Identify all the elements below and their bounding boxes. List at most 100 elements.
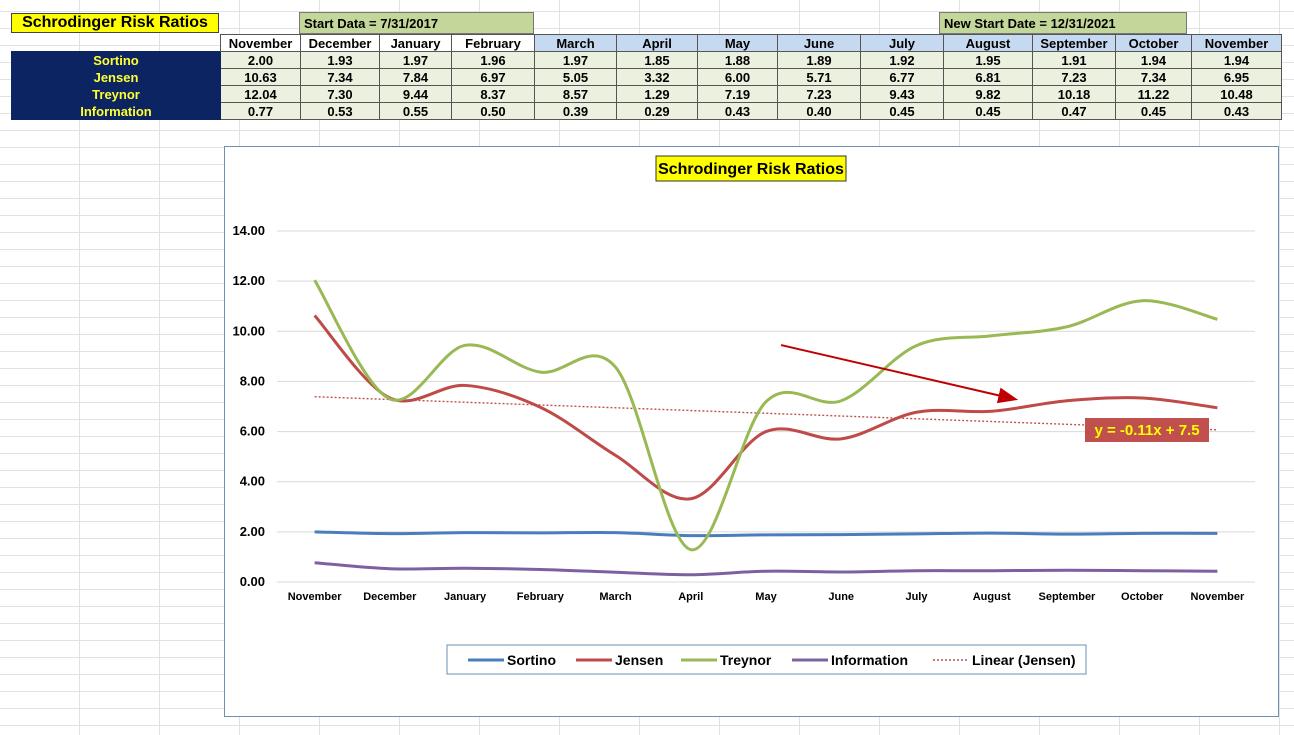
risk-ratio-chart: Schrodinger Risk Ratios 0.00 2.00 4.00 6.00 8…: [232, 155, 1255, 675]
table-cell[interactable]: 1.29: [616, 85, 698, 103]
row-label[interactable]: Sortino: [11, 51, 221, 69]
table-cell[interactable]: 7.23: [1032, 68, 1116, 86]
table-cell[interactable]: 0.43: [1191, 102, 1282, 120]
column-header[interactable]: November: [220, 34, 301, 52]
table-cell[interactable]: 5.71: [777, 68, 861, 86]
table-cell[interactable]: 10.18: [1032, 85, 1116, 103]
table-cell[interactable]: 0.55: [379, 102, 452, 120]
table-cell[interactable]: 1.97: [379, 51, 452, 69]
sheet-title-cell[interactable]: Schrodinger Risk Ratios: [11, 13, 219, 33]
table-cell[interactable]: 12.04: [220, 85, 301, 103]
table-cell[interactable]: 5.05: [534, 68, 617, 86]
x-tick-label: February: [517, 591, 565, 603]
row-label[interactable]: Jensen: [11, 68, 221, 86]
new-start-date-cell[interactable]: New Start Date = 12/31/2021: [939, 12, 1187, 34]
table-cell[interactable]: 0.47: [1032, 102, 1116, 120]
table-cell[interactable]: 6.00: [697, 68, 778, 86]
x-tick-label: December: [363, 591, 417, 603]
table-cell[interactable]: 7.84: [379, 68, 452, 86]
table-cell[interactable]: 6.81: [943, 68, 1033, 86]
column-header[interactable]: September: [1032, 34, 1116, 52]
column-header[interactable]: January: [379, 34, 452, 52]
header-row: November December January February March…: [12, 34, 1282, 52]
table-cell[interactable]: 0.50: [451, 102, 535, 120]
table-cell[interactable]: 7.34: [1115, 68, 1192, 86]
column-header[interactable]: February: [451, 34, 535, 52]
table-cell[interactable]: 1.91: [1032, 51, 1116, 69]
table-cell[interactable]: 0.40: [777, 102, 861, 120]
y-tick-label: 2.00: [240, 524, 265, 539]
x-tick-label: November: [1190, 591, 1245, 603]
x-tick-label: January: [444, 591, 487, 603]
table-cell[interactable]: 3.32: [616, 68, 698, 86]
risk-ratio-table: November December January February March…: [11, 34, 1282, 120]
table-cell[interactable]: 2.00: [220, 51, 301, 69]
column-header[interactable]: November: [1191, 34, 1282, 52]
column-header[interactable]: December: [300, 34, 380, 52]
table-cell[interactable]: 0.77: [220, 102, 301, 120]
table-cell[interactable]: 1.97: [534, 51, 617, 69]
start-date-cell[interactable]: Start Data = 7/31/2017: [299, 12, 534, 34]
column-header[interactable]: June: [777, 34, 861, 52]
table-cell[interactable]: 0.45: [860, 102, 944, 120]
series-line-jensen: [313, 314, 1218, 501]
table-cell[interactable]: 1.89: [777, 51, 861, 69]
table-cell[interactable]: 8.37: [451, 85, 535, 103]
table-row: Treynor 12.04 7.30 9.44 8.37 8.57 1.29 7.19 7.23…: [11, 85, 1282, 103]
table-cell[interactable]: 11.22: [1115, 85, 1192, 103]
table-cell[interactable]: 7.34: [300, 68, 380, 86]
legend-box: [446, 644, 1087, 675]
table-cell[interactable]: 6.77: [860, 68, 944, 86]
column-header[interactable]: October: [1115, 34, 1192, 52]
table-cell[interactable]: 10.63: [220, 68, 301, 86]
table-cell[interactable]: 9.44: [379, 85, 452, 103]
annotation-arrow: [780, 344, 1019, 404]
column-header[interactable]: April: [616, 34, 698, 52]
x-tick-label: September: [1038, 591, 1096, 603]
table-cell[interactable]: 6.97: [451, 68, 535, 86]
table-cell[interactable]: 10.48: [1191, 85, 1282, 103]
y-tick-label: 12.00: [232, 273, 265, 288]
x-tick-label: May: [755, 591, 777, 603]
row-label[interactable]: Treynor: [11, 85, 221, 103]
table-cell[interactable]: 1.88: [697, 51, 778, 69]
table-cell[interactable]: 7.19: [697, 85, 778, 103]
table-cell[interactable]: 1.95: [943, 51, 1033, 69]
x-tick-label: June: [828, 591, 854, 603]
row-label[interactable]: Information: [11, 102, 221, 120]
table-row: Sortino 2.00 1.93 1.97 1.96 1.97 1.85 1.88 1.89 1…: [11, 51, 1282, 69]
y-tick-label: 14.00: [232, 223, 265, 238]
table-cell[interactable]: 0.29: [616, 102, 698, 120]
series-line-sortino: [314, 530, 1218, 538]
table-cell[interactable]: 0.45: [1115, 102, 1192, 120]
table-cell[interactable]: 1.96: [451, 51, 535, 69]
table-cell[interactable]: 6.95: [1191, 68, 1282, 86]
table-cell[interactable]: 1.92: [860, 51, 944, 69]
x-tick-label: August: [973, 591, 1011, 603]
chart-area[interactable]: Schrodinger Risk Ratios 0.00 2.00 4.00 6.00 8…: [224, 146, 1279, 717]
table-cell[interactable]: 1.93: [300, 51, 380, 69]
column-header[interactable]: July: [860, 34, 944, 52]
chart-title-box: [655, 155, 847, 182]
x-tick-label: October: [1121, 591, 1164, 603]
column-header[interactable]: August: [943, 34, 1033, 52]
table-cell[interactable]: 1.94: [1191, 51, 1282, 69]
table-cell[interactable]: 0.45: [943, 102, 1033, 120]
table-cell[interactable]: 0.43: [697, 102, 778, 120]
table-cell[interactable]: 8.57: [534, 85, 617, 103]
column-header[interactable]: May: [697, 34, 778, 52]
table-cell[interactable]: 0.39: [534, 102, 617, 120]
table-cell[interactable]: 7.30: [300, 85, 380, 103]
table-cell[interactable]: 1.94: [1115, 51, 1192, 69]
x-tick-label: November: [288, 591, 343, 603]
table-cell[interactable]: 9.43: [860, 85, 944, 103]
column-header[interactable]: March: [534, 34, 617, 52]
table-cell[interactable]: 0.53: [300, 102, 380, 120]
trendline-jensen: [314, 396, 1218, 431]
y-tick-label: 4.00: [240, 474, 265, 489]
table-cell[interactable]: 9.82: [943, 85, 1033, 103]
trendline-equation: y = -0.11x + 7.5: [1094, 422, 1199, 439]
trendline-equation-box: [1085, 418, 1209, 442]
table-cell[interactable]: 1.85: [616, 51, 698, 69]
table-cell[interactable]: 7.23: [777, 85, 861, 103]
